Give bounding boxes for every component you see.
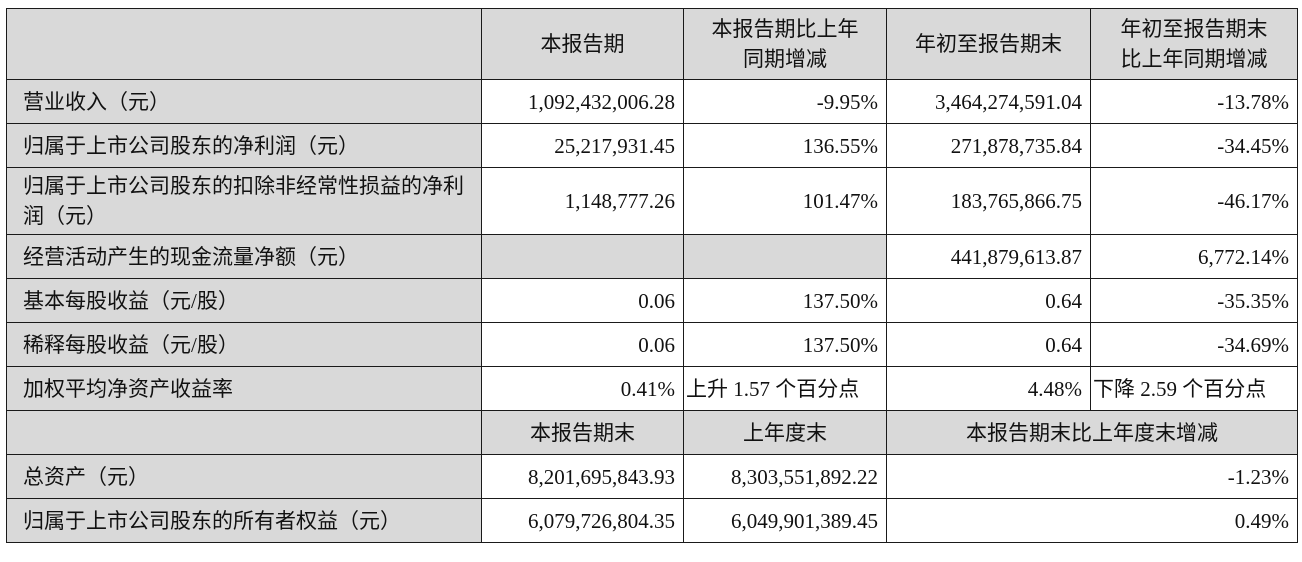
current-yoy-value: 101.47%: [683, 167, 887, 235]
ytd-value: 4.48%: [886, 366, 1091, 411]
financial-summary-table: 本报告期 本报告期比上年 同期增减 年初至报告期末 年初至报告期末 比上年同期增…: [6, 8, 1298, 543]
current-period-value-empty: [481, 234, 684, 279]
ytd-yoy-value: 6,772.14%: [1090, 234, 1298, 279]
header-ytd-yoy: 年初至报告期末 比上年同期增减: [1090, 8, 1298, 80]
header-current-yoy: 本报告期比上年 同期增减: [683, 8, 887, 80]
row-label: 基本每股收益（元/股）: [6, 278, 482, 323]
ytd-yoy-value: -35.35%: [1090, 278, 1298, 323]
table-row: 归属于上市公司股东的扣除非经常性损益的净利润（元） 1,148,777.26 1…: [6, 167, 1298, 235]
table-row: 营业收入（元） 1,092,432,006.28 -9.95% 3,464,27…: [6, 79, 1298, 124]
period-end-value: 6,079,726,804.35: [481, 498, 684, 543]
row-label: 总资产（元）: [6, 454, 482, 499]
current-yoy-value: 上升 1.57 个百分点: [683, 366, 887, 411]
row-label: 稀释每股收益（元/股）: [6, 322, 482, 367]
current-period-value: 25,217,931.45: [481, 123, 684, 168]
table-row: 加权平均净资产收益率 0.41% 上升 1.57 个百分点 4.48% 下降 2…: [6, 366, 1298, 411]
row-label: 归属于上市公司股东的净利润（元）: [6, 123, 482, 168]
table-subheader-row: 本报告期末 上年度末 本报告期末比上年度末增减: [6, 410, 1298, 455]
subheader-prior-year-end: 上年度末: [683, 410, 887, 455]
current-period-value: 0.06: [481, 322, 684, 367]
ytd-value: 441,879,613.87: [886, 234, 1091, 279]
table-row: 经营活动产生的现金流量净额（元） 441,879,613.87 6,772.14…: [6, 234, 1298, 279]
current-yoy-value-empty: [683, 234, 887, 279]
header-current-period: 本报告期: [481, 8, 684, 80]
subheader-period-end: 本报告期末: [481, 410, 684, 455]
header-ytd-yoy-line2: 比上年同期增减: [1120, 47, 1268, 71]
prior-year-end-value: 6,049,901,389.45: [683, 498, 887, 543]
header-ytd: 年初至报告期末: [886, 8, 1091, 80]
table-row: 基本每股收益（元/股） 0.06 137.50% 0.64 -35.35%: [6, 278, 1298, 323]
period-end-value: 8,201,695,843.93: [481, 454, 684, 499]
current-yoy-value: -9.95%: [683, 79, 887, 124]
table-row: 归属于上市公司股东的所有者权益（元） 6,079,726,804.35 6,04…: [6, 498, 1298, 543]
subheader-blank-cell: [6, 410, 482, 455]
ytd-value: 0.64: [886, 278, 1091, 323]
current-period-value: 0.41%: [481, 366, 684, 411]
current-period-value: 1,148,777.26: [481, 167, 684, 235]
current-period-value: 1,092,432,006.28: [481, 79, 684, 124]
current-period-value: 0.06: [481, 278, 684, 323]
current-yoy-value: 137.50%: [683, 322, 887, 367]
current-yoy-value: 136.55%: [683, 123, 887, 168]
row-label: 归属于上市公司股东的所有者权益（元）: [6, 498, 482, 543]
change-value: -1.23%: [886, 454, 1298, 499]
ytd-yoy-value: -34.45%: [1090, 123, 1298, 168]
ytd-yoy-value: 下降 2.59 个百分点: [1090, 366, 1298, 411]
prior-year-end-value: 8,303,551,892.22: [683, 454, 887, 499]
ytd-value: 183,765,866.75: [886, 167, 1091, 235]
table-row: 归属于上市公司股东的净利润（元） 25,217,931.45 136.55% 2…: [6, 123, 1298, 168]
header-current-yoy-line1: 本报告期比上年: [711, 17, 859, 41]
header-blank-cell: [6, 8, 482, 80]
ytd-value: 0.64: [886, 322, 1091, 367]
table-row: 总资产（元） 8,201,695,843.93 8,303,551,892.22…: [6, 454, 1298, 499]
ytd-yoy-value: -46.17%: [1090, 167, 1298, 235]
ytd-value: 271,878,735.84: [886, 123, 1091, 168]
table-row: 稀释每股收益（元/股） 0.06 137.50% 0.64 -34.69%: [6, 322, 1298, 367]
change-value: 0.49%: [886, 498, 1298, 543]
table-header-row: 本报告期 本报告期比上年 同期增减 年初至报告期末 年初至报告期末 比上年同期增…: [6, 8, 1298, 80]
header-ytd-yoy-line1: 年初至报告期末: [1120, 17, 1268, 41]
row-label: 加权平均净资产收益率: [6, 366, 482, 411]
current-yoy-value: 137.50%: [683, 278, 887, 323]
ytd-yoy-value: -13.78%: [1090, 79, 1298, 124]
subheader-change: 本报告期末比上年度末增减: [886, 410, 1298, 455]
header-current-yoy-line2: 同期增减: [743, 47, 827, 71]
row-label: 归属于上市公司股东的扣除非经常性损益的净利润（元）: [6, 167, 482, 235]
row-label: 营业收入（元）: [6, 79, 482, 124]
ytd-yoy-value: -34.69%: [1090, 322, 1298, 367]
row-label: 经营活动产生的现金流量净额（元）: [6, 234, 482, 279]
ytd-value: 3,464,274,591.04: [886, 79, 1091, 124]
